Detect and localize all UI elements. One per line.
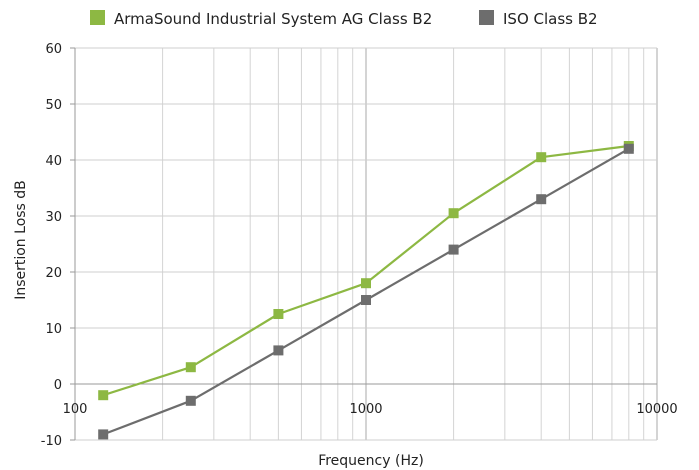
x-axis-title: Frequency (Hz) bbox=[318, 453, 424, 469]
series-1-point bbox=[361, 278, 371, 289]
series-2-point bbox=[185, 395, 196, 406]
x-tick-label: 1000 bbox=[349, 402, 382, 417]
series-2-point bbox=[448, 244, 459, 255]
y-tick-label: 40 bbox=[45, 154, 62, 169]
grid bbox=[74, 47, 658, 441]
y-tick-label: 60 bbox=[45, 42, 62, 57]
y-tick-label: 30 bbox=[45, 210, 62, 225]
x-tick-label: 100 bbox=[63, 402, 88, 417]
series-2-point bbox=[361, 295, 371, 305]
y-tick-label: 0 bbox=[54, 378, 62, 393]
series-layer bbox=[98, 141, 634, 440]
legend-swatch-2 bbox=[479, 10, 494, 25]
series-2-point bbox=[623, 143, 634, 154]
axes: -10 0 10 20 30 40 50 60 100 1000 10000 bbox=[41, 42, 678, 449]
series-1-point bbox=[448, 208, 459, 219]
series-2-point bbox=[273, 345, 284, 356]
legend-swatch-1 bbox=[90, 10, 105, 25]
series-2-point bbox=[536, 194, 547, 205]
series-2-point bbox=[98, 429, 109, 440]
y-tick-label: 10 bbox=[45, 322, 62, 337]
y-tick-label: -10 bbox=[41, 434, 62, 449]
y-axis-title: Insertion Loss dB bbox=[13, 180, 29, 300]
series-1-point bbox=[536, 152, 547, 163]
series-1-point bbox=[273, 309, 284, 319]
y-tick-label: 20 bbox=[45, 266, 62, 281]
series-1-point bbox=[98, 390, 109, 401]
series-1-point bbox=[185, 362, 196, 373]
legend-label-2: ISO Class B2 bbox=[503, 10, 598, 28]
x-tick-label: 10000 bbox=[636, 402, 677, 417]
y-tick-label: 50 bbox=[45, 98, 62, 113]
legend: ArmaSound Industrial System AG Class B2 I… bbox=[90, 10, 598, 28]
legend-label-1: ArmaSound Industrial System AG Class B2 bbox=[114, 10, 432, 28]
